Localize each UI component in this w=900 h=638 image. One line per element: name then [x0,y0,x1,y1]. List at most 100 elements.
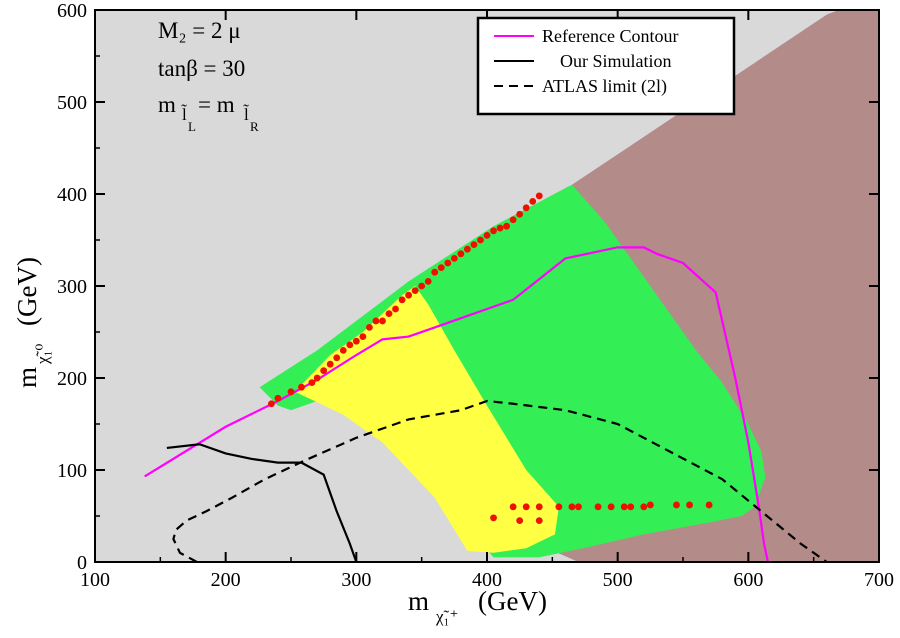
y-tick-label: 600 [57,0,87,22]
data-point [457,250,465,258]
data-point [313,374,321,382]
annotation-m-left: m [158,92,176,117]
y-tick-label: 100 [57,460,87,482]
data-point [274,394,282,402]
data-point [529,197,537,205]
x-tick-label: 500 [603,569,633,591]
x-tick-label: 300 [341,569,371,591]
data-point [444,259,452,267]
y-tick-label: 300 [57,276,87,298]
data-point [568,503,576,511]
y-tick-label: 400 [57,184,87,206]
x-axis-title-unit: (GeV) [478,586,547,616]
legend-label-reference: Reference Contour [542,26,678,46]
data-point [379,317,386,325]
y-tick-label: 200 [57,368,87,390]
x-tick-label: 100 [80,569,110,591]
data-point [686,501,693,509]
data-point [490,514,497,522]
data-point [509,503,517,511]
data-point [705,501,713,509]
data-point [470,241,478,249]
data-point [555,503,563,511]
data-point [372,317,380,325]
annotation-sub2: l̃ [243,105,249,124]
data-point [496,224,504,232]
x-axis-title: m χ̃₁⁺ (GeV) [408,586,547,626]
y-axis-title-sub: χ̃₁⁰ [33,344,52,365]
series-line-reference-contour [144,246,770,562]
y-tick-label: 0 [77,552,87,574]
data-point [490,227,497,235]
data-point [298,383,305,391]
data-point [326,360,334,368]
data-point [646,501,654,509]
data-point [535,517,543,524]
data-point [431,268,439,276]
data-point [640,503,648,511]
data-point [516,210,524,218]
data-point [607,503,615,511]
data-point [333,354,341,362]
data-point [516,517,524,524]
data-point [268,400,275,408]
data-point [522,204,530,212]
data-point [385,310,393,317]
series-line-our-simulation [166,443,358,562]
data-point [627,503,635,511]
annotation-sub1: l̃ [181,105,187,124]
data-point [594,503,602,511]
data-point [522,503,530,511]
data-point [346,341,354,349]
data-point [535,192,543,200]
x-axis-title-sub: χ̃₁⁺ [435,607,458,626]
annotation-m2: M₂ = 2 μ [158,18,241,43]
data-point [320,367,328,375]
data-point [352,337,360,345]
data-point [477,236,484,244]
data-point [535,503,543,511]
series-line-atlas-limit-2l- [172,399,828,562]
data-point [437,264,445,271]
legend: Reference Contour Our Simulation ATLAS l… [476,16,736,116]
data-point [359,333,367,340]
data-point [503,222,510,230]
data-point [287,388,295,396]
data-point [405,291,412,299]
annotation-mid: = m [198,92,235,117]
series-layer [144,192,828,562]
annotations: M₂ = 2 μ tanβ = 30 m l̃ L = m l̃ R [158,18,259,134]
legend-label-atlas: ATLAS limit (2l) [542,76,667,97]
data-point [575,503,582,511]
annotation-sub1b: L [188,119,196,134]
green-region [259,184,766,558]
x-tick-label: 700 [864,569,894,591]
data-point [339,347,347,354]
x-tick-label: 200 [211,569,241,591]
legend-box [476,16,736,116]
data-point [620,503,628,511]
annotation-sub2b: R [250,119,259,134]
data-point [483,232,491,239]
data-point [308,379,316,386]
y-tick-label: 500 [57,92,87,114]
y-axis-title: m χ̃₁⁰ (GeV) [12,257,52,388]
data-point [424,278,432,285]
legend-label-simulation: Our Simulation [560,51,672,71]
data-point [464,245,471,253]
data-point [509,216,517,224]
x-tick-label: 600 [733,569,763,591]
data-point [366,324,373,331]
y-axis-title-unit: (GeV) [12,257,42,326]
data-point [392,305,399,313]
data-point [418,282,426,290]
x-tick-label: 400 [472,569,502,591]
data-point [398,296,406,304]
annotation-slepton-masses: m l̃ L = m l̃ R [158,92,259,134]
annotation-tanbeta: tanβ = 30 [158,56,245,81]
data-point [411,287,419,294]
data-point [450,255,458,262]
x-axis-title-main: m [408,586,429,616]
